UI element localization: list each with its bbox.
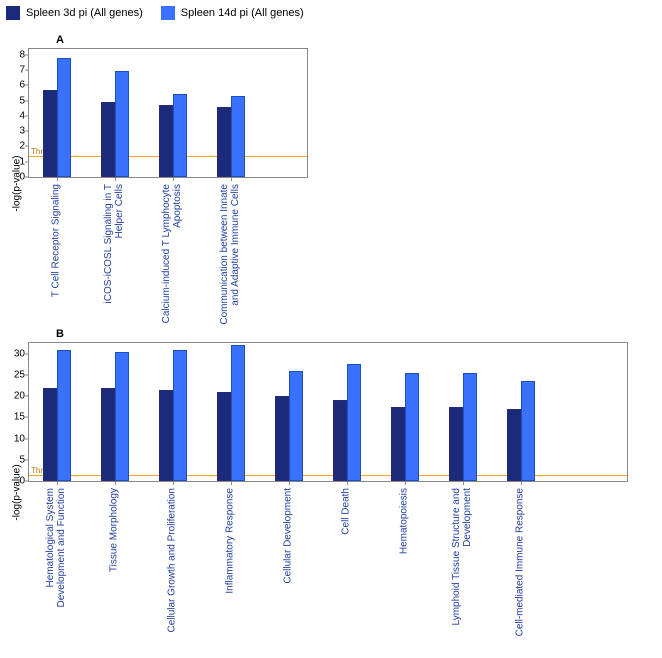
chart-b-inner: 051015202530Threshold Hematological Syst… (28, 342, 628, 642)
bar-series2 (231, 96, 245, 177)
bar-series2 (115, 71, 129, 177)
x-axis-category-label: Cellular Development (283, 488, 294, 638)
bar-series1 (101, 102, 115, 177)
bar-series1 (449, 407, 463, 481)
y-tick: 25 (7, 369, 25, 380)
bar-series2 (405, 373, 419, 481)
bar-series1 (159, 390, 173, 481)
x-axis-category-label: Communication between Innate and Adaptiv… (219, 184, 241, 334)
x-axis-category-label: Hematological System Development and Fun… (45, 488, 67, 638)
x-labels-a: T Cell Receptor SignalingiCOS-iCOSL Sign… (28, 178, 308, 318)
bar-series1 (217, 392, 231, 481)
y-tick: 3 (7, 126, 25, 137)
bar-series1 (43, 90, 57, 177)
y-tick: 15 (7, 412, 25, 423)
y-tick: 0 (7, 476, 25, 487)
bar-series2 (347, 364, 361, 481)
chart-b: -log(p-value) 051015202530Threshold Hema… (6, 342, 656, 642)
bar-series1 (391, 407, 405, 481)
y-tick: 30 (7, 348, 25, 359)
y-tick: 1 (7, 156, 25, 167)
x-axis-category-label: Calcium-induced T Lymphocyte Apoptosis (161, 184, 183, 334)
legend-label-2: Spleen 14d pi (All genes) (181, 7, 304, 19)
bar-series2 (231, 345, 245, 481)
panel-a-label: A (56, 34, 656, 46)
y-tick: 5 (7, 95, 25, 106)
bar-series1 (275, 396, 289, 481)
bar-series2 (173, 350, 187, 482)
bar-series2 (57, 350, 71, 482)
y-tick: 4 (7, 110, 25, 121)
legend-item-2: Spleen 14d pi (All genes) (161, 6, 304, 20)
panel-b-label: B (56, 328, 656, 340)
bar-series1 (159, 105, 173, 177)
x-axis-category-label: Inflammatory Response (225, 488, 236, 638)
bar-series1 (43, 388, 57, 481)
bar-series1 (217, 107, 231, 177)
x-axis-category-label: Cellular Growth and Proliferation (167, 488, 178, 638)
legend-swatch-2 (161, 6, 175, 20)
bar-series2 (463, 373, 477, 481)
bar-series2 (289, 371, 303, 481)
y-tick: 2 (7, 141, 25, 152)
bar-series1 (507, 409, 521, 481)
x-axis-category-label: Cell Death (341, 488, 352, 638)
x-axis-category-label: Cell-mediated Immune Response (515, 488, 526, 638)
x-labels-b: Hematological System Development and Fun… (28, 482, 628, 642)
bar-series2 (521, 381, 535, 481)
bar-series2 (173, 94, 187, 177)
bar-series2 (115, 352, 129, 481)
y-tick: 5 (7, 454, 25, 465)
legend-item-1: Spleen 3d pi (All genes) (6, 6, 143, 20)
plot-area-a: 012345678Threshold (28, 48, 308, 178)
x-axis-category-label: T Cell Receptor Signaling (51, 184, 62, 334)
chart-a: -log(p-value) 012345678Threshold T Cell … (6, 48, 656, 318)
plot-area-b: 051015202530Threshold (28, 342, 628, 482)
bar-series1 (333, 400, 347, 481)
y-tick: 0 (7, 172, 25, 183)
x-axis-category-label: iCOS-iCOSL Signaling in T Helper Cells (103, 184, 125, 334)
y-tick: 7 (7, 64, 25, 75)
legend-label-1: Spleen 3d pi (All genes) (26, 7, 143, 19)
y-tick: 8 (7, 49, 25, 60)
x-axis-category-label: Hematopoiesis (399, 488, 410, 638)
legend: Spleen 3d pi (All genes) Spleen 14d pi (… (6, 6, 656, 20)
y-tick: 6 (7, 80, 25, 91)
bar-series2 (57, 58, 71, 177)
bar-series1 (101, 388, 115, 481)
y-axis-label-b: -log(p-value) (12, 464, 23, 520)
y-axis-label-wrap-b: -log(p-value) (6, 342, 28, 642)
x-axis-category-label: Lymphoid Tissue Structure and Developmen… (451, 488, 473, 638)
x-axis-category-label: Tissue Morphology (109, 488, 120, 638)
y-tick: 10 (7, 433, 25, 444)
legend-swatch-1 (6, 6, 20, 20)
y-tick: 20 (7, 391, 25, 402)
chart-a-inner: 012345678Threshold T Cell Receptor Signa… (28, 48, 308, 318)
